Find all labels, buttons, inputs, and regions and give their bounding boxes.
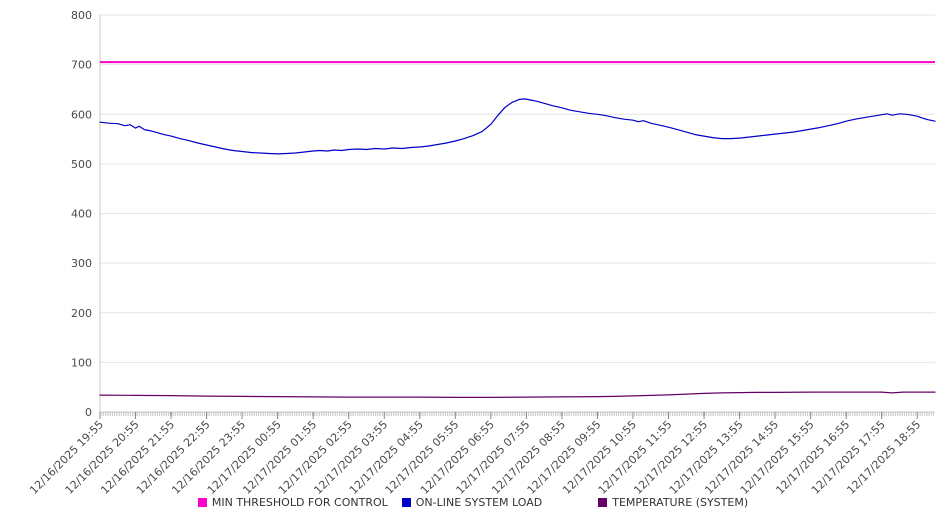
y-tick-label: 400 (71, 208, 92, 221)
series-line (99, 391, 936, 398)
y-tick-label: 500 (71, 158, 92, 171)
legend-swatch (401, 498, 411, 507)
legend-item[interactable]: TEMPERATURE (SYSTEM) (598, 496, 748, 509)
y-tick-label: 100 (71, 356, 92, 369)
y-tick-label: 300 (71, 257, 92, 270)
chart-legend: MIN THRESHOLD FOR CONTROL ON-LINE SYSTEM … (0, 496, 946, 509)
y-tick-label: 200 (71, 307, 92, 320)
legend-label: MIN THRESHOLD FOR CONTROL (211, 496, 388, 509)
legend-label: TEMPERATURE (SYSTEM) (612, 496, 749, 509)
legend-swatch (598, 498, 608, 507)
series-line (99, 98, 936, 155)
legend-item[interactable]: ON-LINE SYSTEM LOAD (401, 496, 543, 509)
legend-label: ON-LINE SYSTEM LOAD (415, 496, 543, 509)
y-tick-label: 0 (85, 406, 92, 419)
y-tick-label: 700 (71, 59, 92, 72)
legend-swatch (197, 498, 207, 507)
y-tick-label: 600 (71, 108, 92, 121)
y-tick-label: 800 (71, 9, 92, 22)
legend-item[interactable]: MIN THRESHOLD FOR CONTROL (197, 496, 388, 509)
